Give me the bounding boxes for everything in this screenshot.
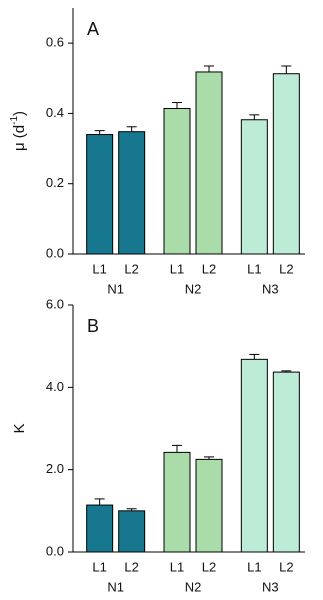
y-axis-label: μ (d-1)	[9, 111, 28, 151]
y-tick-label: 0.4	[46, 105, 64, 120]
bar	[86, 134, 114, 255]
x-tick-label: L1	[92, 261, 106, 276]
bar	[86, 504, 114, 553]
x-tick-label: L1	[170, 261, 184, 276]
group-label: N1	[107, 281, 124, 296]
group-label: N3	[262, 281, 279, 296]
y-tick-label: 0.0	[46, 245, 64, 260]
x-tick-label: L1	[170, 559, 184, 574]
x-tick-label: L2	[279, 261, 293, 276]
panel-label: B	[87, 316, 99, 336]
x-tick-label: L1	[247, 559, 261, 574]
y-label-text: μ (d	[11, 125, 28, 151]
y-tick-label: 0.0	[46, 543, 64, 558]
y-axis-label: K	[11, 423, 28, 433]
group-label: N2	[185, 281, 202, 296]
y-label-end: )	[11, 111, 28, 116]
bar	[118, 510, 146, 553]
panel-label: A	[87, 19, 99, 39]
x-tick-label: L1	[92, 559, 106, 574]
x-tick-label: L2	[202, 559, 216, 574]
bar	[240, 119, 268, 255]
y-tick-label: 0.6	[46, 35, 64, 50]
group-label: N3	[262, 579, 279, 594]
y-tick-label: 2.0	[46, 461, 64, 476]
x-tick-label: L2	[279, 559, 293, 574]
bar	[195, 458, 223, 553]
y-tick-label: 0.2	[46, 175, 64, 190]
bar	[240, 358, 268, 553]
bar	[163, 451, 191, 553]
y-tick-label: 4.0	[46, 379, 64, 394]
bar	[272, 73, 300, 255]
y-label-sup: -1	[9, 116, 20, 125]
group-label: N2	[185, 579, 202, 594]
group-label: N1	[107, 579, 124, 594]
bar	[272, 371, 300, 553]
bar	[163, 108, 191, 255]
x-tick-label: L2	[124, 559, 138, 574]
y-tick-label: 6.0	[46, 296, 64, 311]
bar	[118, 131, 146, 255]
x-tick-label: L1	[247, 261, 261, 276]
x-tick-label: L2	[124, 261, 138, 276]
x-tick-label: L2	[202, 261, 216, 276]
y-label-text: K	[11, 423, 28, 433]
bar	[195, 71, 223, 255]
